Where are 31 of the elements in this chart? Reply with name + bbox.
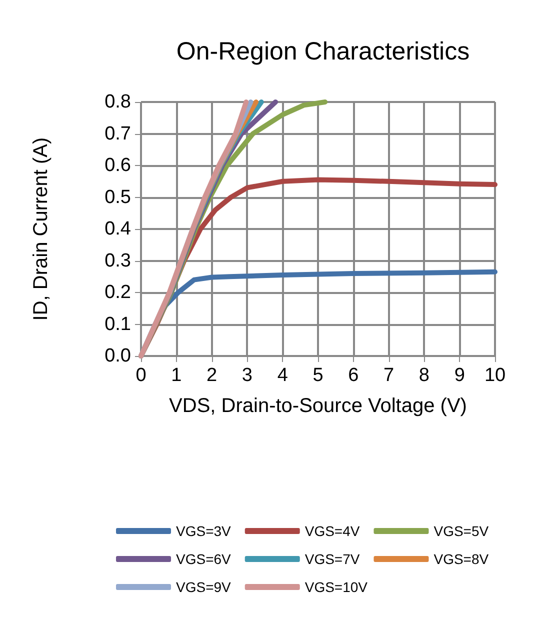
y-tick-label: 0.6: [104, 155, 131, 176]
legend-label: VGS=4V: [304, 523, 360, 539]
y-tick-label: 0.5: [104, 186, 131, 208]
x-tick-label: 7: [384, 365, 394, 386]
y-axis-title: ID, Drain Current (A): [30, 137, 52, 321]
x-tick-label: 0: [136, 365, 146, 386]
x-tick-label: 6: [348, 365, 359, 386]
y-tick-label: 0.7: [104, 123, 131, 144]
legend-label: VGS=6V: [176, 551, 232, 567]
x-tick-label: 10: [484, 365, 506, 386]
x-tick-label: 8: [418, 365, 430, 386]
legend-label: VGS=3V: [176, 523, 232, 539]
x-tick-label: 1: [171, 365, 182, 386]
legend-label: VGS=10V: [304, 579, 368, 595]
x-tick-label: 5: [312, 365, 324, 386]
y-tick-label: 0.0: [104, 346, 131, 366]
legend-label: VGS=7V: [304, 551, 360, 567]
legend-label: VGS=9V: [176, 579, 232, 595]
legend-label: VGS=8V: [434, 551, 490, 567]
x-tick-label: 4: [277, 365, 288, 386]
y-tick-label: 0.4: [104, 218, 132, 240]
chart-title: On-Region Characteristics: [176, 38, 470, 66]
y-tick-label: 0.1: [104, 314, 131, 335]
x-tick-label: 9: [454, 365, 465, 386]
x-tick-label: 2: [206, 365, 218, 386]
y-tick-label: 0.2: [104, 282, 131, 303]
y-tick-label: 0.8: [104, 92, 131, 112]
x-tick-label: 3: [242, 365, 252, 386]
x-axis-title: VDS, Drain-to-Source Voltage (V): [169, 395, 467, 417]
legend-label: VGS=5V: [434, 523, 490, 539]
y-tick-label: 0.3: [104, 250, 131, 272]
